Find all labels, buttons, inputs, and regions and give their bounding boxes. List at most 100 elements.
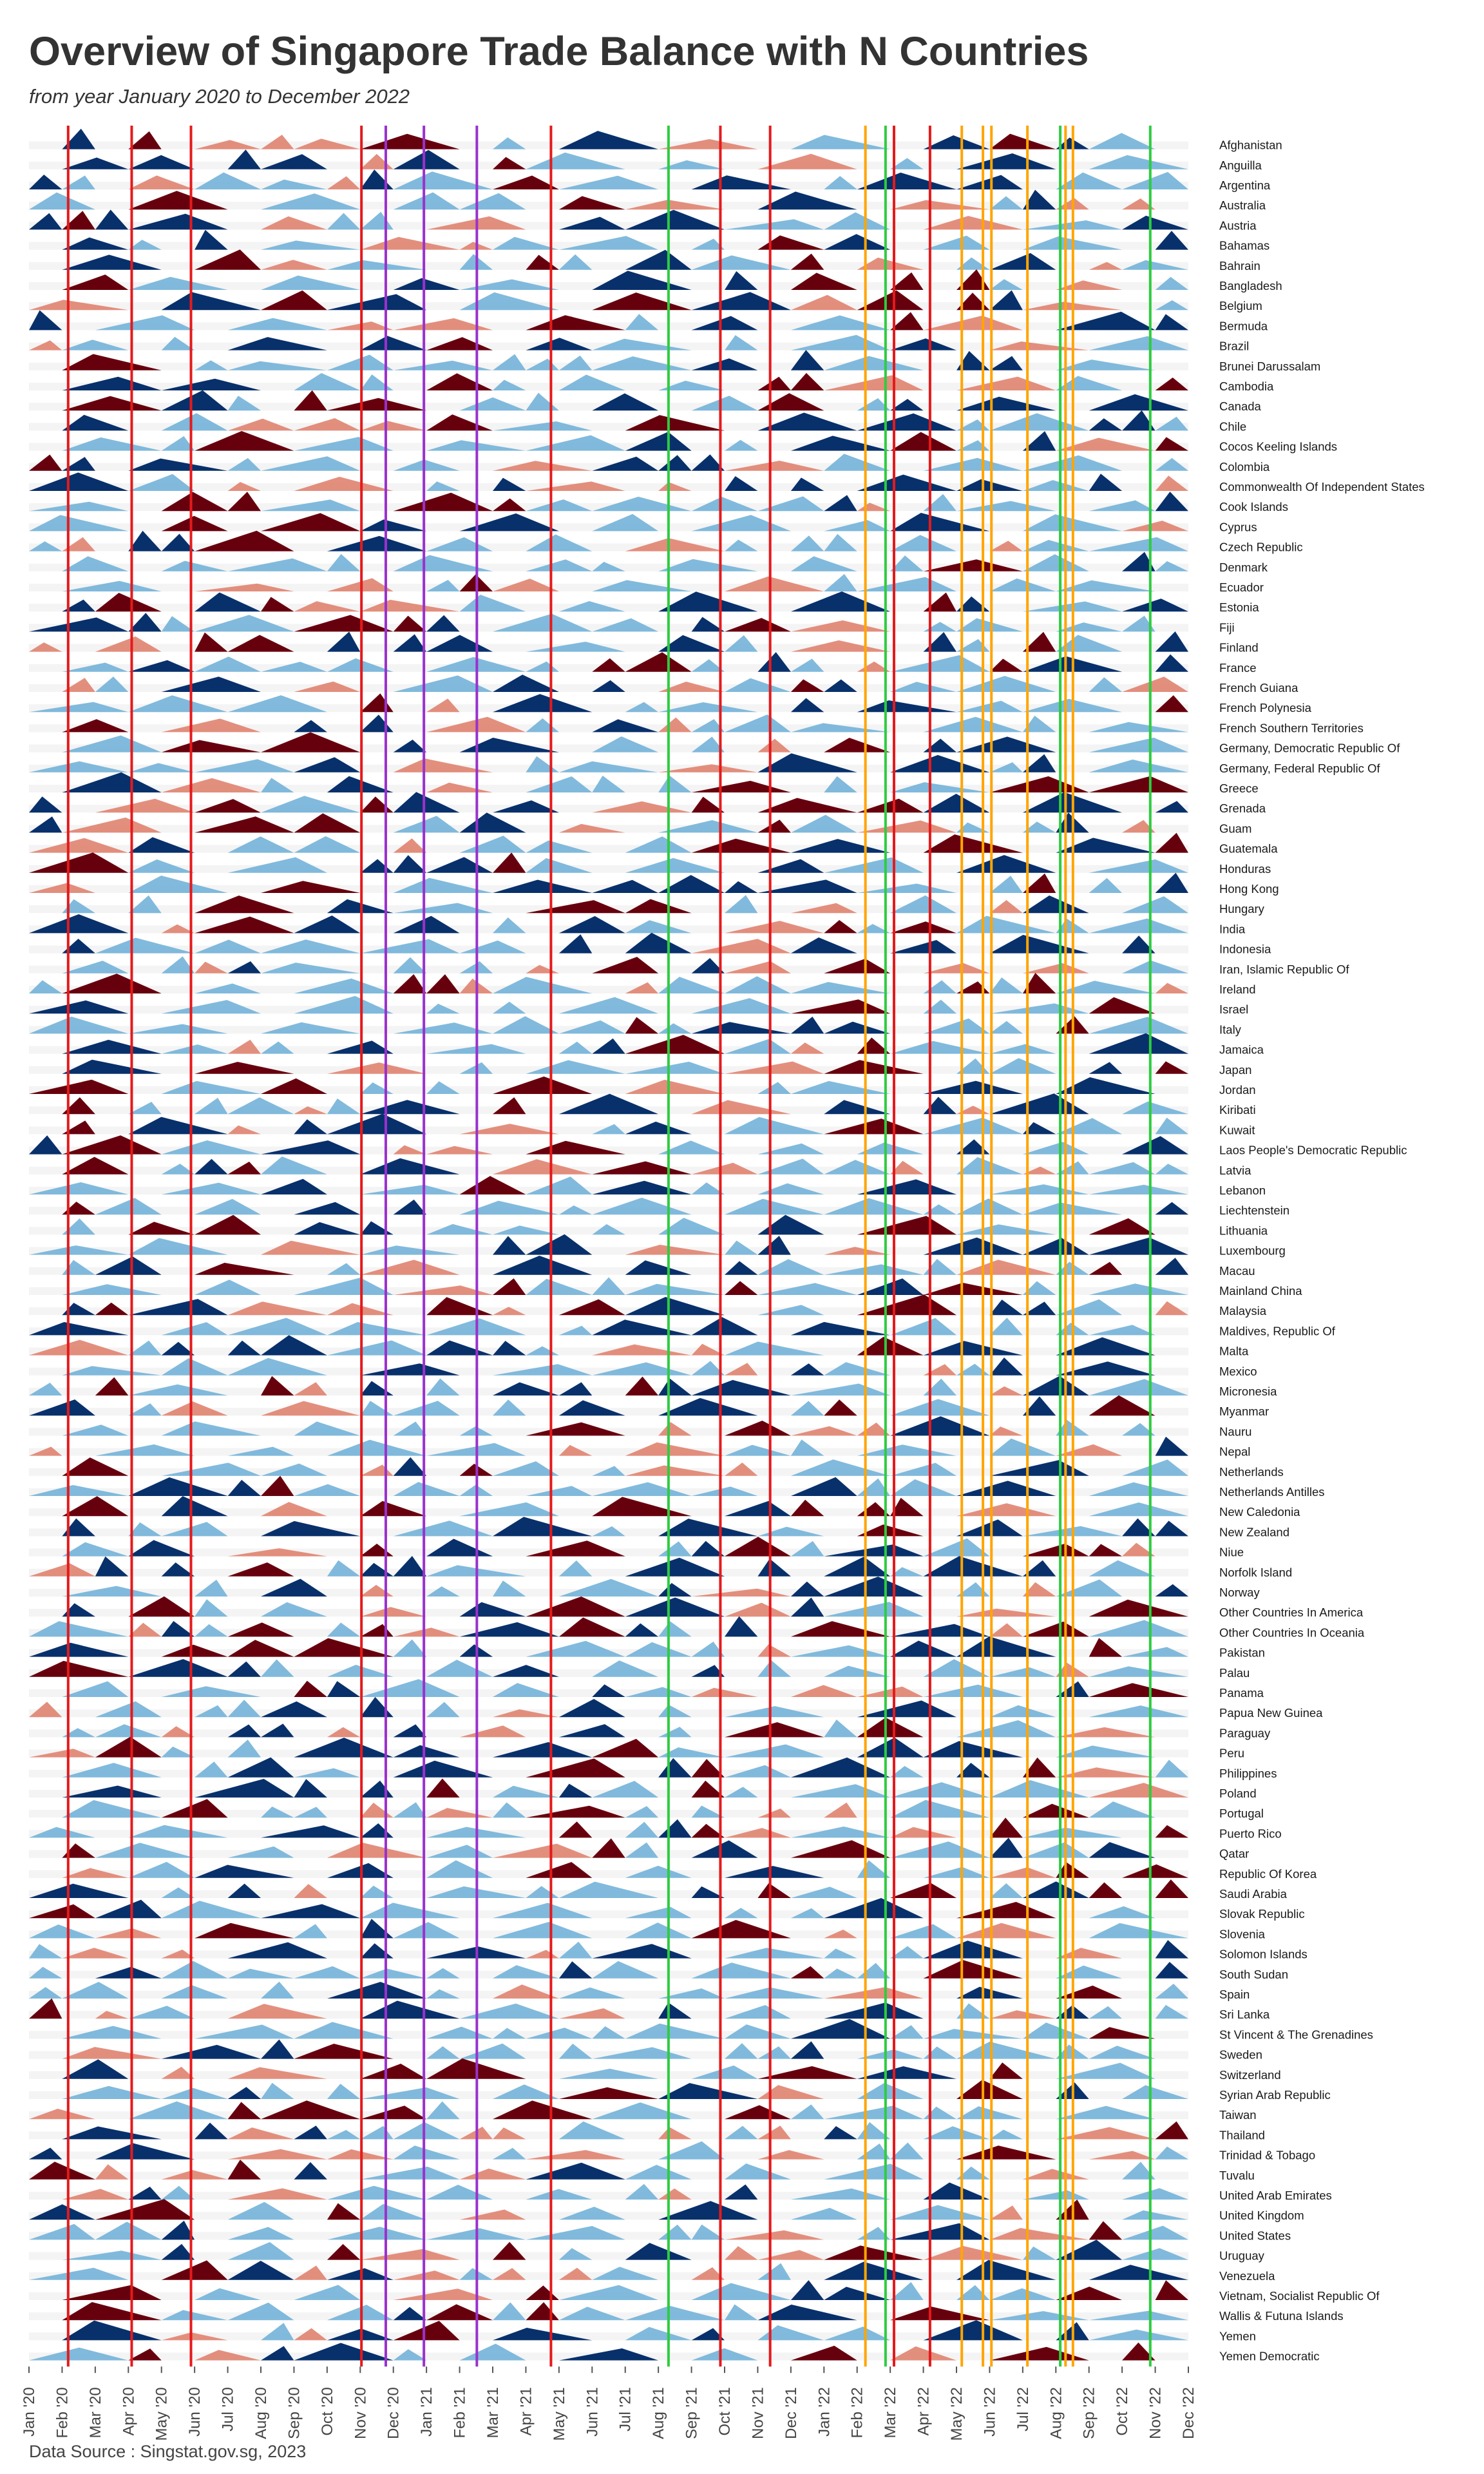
- balance-area: [890, 1766, 924, 1778]
- balance-area: [790, 1017, 824, 1034]
- country-label: Tuvalu: [1219, 2169, 1255, 2182]
- country-label: Ireland: [1219, 983, 1256, 996]
- balance-area: [725, 2230, 824, 2240]
- balance-area: [592, 1738, 659, 1758]
- balance-area: [261, 1701, 327, 1718]
- balance-area: [625, 652, 692, 672]
- balance-area: [29, 883, 95, 893]
- balance-area: [757, 2150, 824, 2160]
- balance-area: [857, 820, 956, 833]
- country-label: Slovenia: [1219, 1927, 1266, 1941]
- balance-area: [29, 1924, 95, 1939]
- balance-area: [625, 702, 659, 713]
- country-label: Cambodia: [1219, 379, 1274, 393]
- balance-area: [1022, 554, 1089, 571]
- balance-area: [128, 474, 195, 491]
- balance-area: [526, 2189, 593, 2200]
- balance-area: [625, 1035, 725, 1054]
- balance-area: [923, 216, 1023, 230]
- balance-area: [294, 1738, 394, 1758]
- balance-area: [327, 1263, 361, 1275]
- balance-area: [1122, 215, 1188, 230]
- country-label: Slovak Republic: [1219, 1907, 1305, 1921]
- balance-area: [790, 350, 824, 370]
- balance-area: [757, 2325, 824, 2341]
- balance-area: [790, 1840, 891, 1858]
- country-label: Cocos Keeling Islands: [1219, 440, 1337, 454]
- balance-area: [989, 2346, 1089, 2361]
- balance-area: [261, 963, 361, 973]
- balance-area: [691, 1022, 791, 1034]
- country-label: Austria: [1219, 218, 1257, 232]
- balance-area: [360, 421, 427, 431]
- balance-area: [195, 1624, 228, 1637]
- balance-area: [29, 1339, 129, 1356]
- balance-area: [923, 622, 956, 632]
- balance-area: [923, 999, 956, 1014]
- balance-area: [725, 1198, 824, 1215]
- balance-area: [195, 431, 294, 451]
- country-label: Myanmar: [1219, 1405, 1269, 1418]
- balance-area: [195, 140, 261, 149]
- balance-area: [592, 2047, 692, 2059]
- balance-area: [989, 413, 1089, 431]
- balance-area: [824, 776, 857, 792]
- balance-area: [459, 738, 559, 753]
- balance-area: [890, 1318, 956, 1336]
- balance-area: [128, 1540, 195, 1557]
- balance-area: [1155, 1760, 1188, 1778]
- balance-area: [725, 1421, 791, 1436]
- balance-area: [824, 1968, 857, 1979]
- balance-area: [227, 836, 294, 853]
- balance-area: [989, 2228, 1089, 2240]
- balance-area: [161, 1746, 195, 1758]
- balance-area: [128, 1861, 195, 1878]
- balance-area: [691, 1823, 725, 1838]
- balance-area: [1122, 521, 1188, 532]
- balance-area: [824, 356, 924, 370]
- country-label: Bermuda: [1219, 319, 1268, 332]
- x-axis-tick-label: Oct '22: [1114, 2387, 1131, 2435]
- balance-area: [95, 1966, 162, 1979]
- balance-area: [526, 392, 559, 411]
- balance-area: [261, 2082, 294, 2099]
- balance-area: [790, 294, 857, 311]
- country-label: Ecuador: [1219, 580, 1264, 594]
- balance-area: [128, 1024, 228, 1034]
- balance-area: [625, 1821, 659, 1838]
- balance-area: [161, 2066, 195, 2079]
- balance-area: [1122, 1864, 1188, 1878]
- balance-area: [725, 618, 791, 632]
- balance-area: [956, 736, 1056, 753]
- balance-area: [29, 541, 62, 551]
- balance-area: [294, 2343, 394, 2361]
- balance-area: [227, 2201, 294, 2220]
- balance-area: [1155, 1117, 1188, 1135]
- balance-area: [790, 253, 824, 270]
- balance-area: [658, 1988, 725, 1999]
- balance-area: [890, 1883, 956, 1898]
- balance-area: [1089, 1783, 1188, 1798]
- balance-area: [1056, 2127, 1156, 2140]
- balance-area: [526, 776, 593, 792]
- balance-area: [62, 1218, 95, 1235]
- balance-area: [956, 376, 1056, 390]
- balance-area: [824, 375, 924, 390]
- balance-area: [195, 1198, 261, 1215]
- country-label: Luxembourg: [1219, 1244, 1286, 1258]
- balance-area: [592, 736, 659, 753]
- balance-area: [1089, 1325, 1156, 1336]
- balance-area: [558, 355, 593, 370]
- balance-area: [195, 172, 261, 189]
- balance-area: [294, 418, 361, 431]
- balance-area: [294, 916, 361, 934]
- country-label: Yemen Democratic: [1219, 2350, 1320, 2363]
- balance-area: [393, 555, 493, 571]
- balance-area: [923, 1741, 1023, 1758]
- balance-area: [393, 974, 427, 993]
- balance-area: [161, 2243, 195, 2260]
- balance-area: [890, 940, 956, 954]
- balance-area: [29, 838, 129, 853]
- balance-area: [493, 1903, 593, 1919]
- balance-area: [989, 253, 1056, 270]
